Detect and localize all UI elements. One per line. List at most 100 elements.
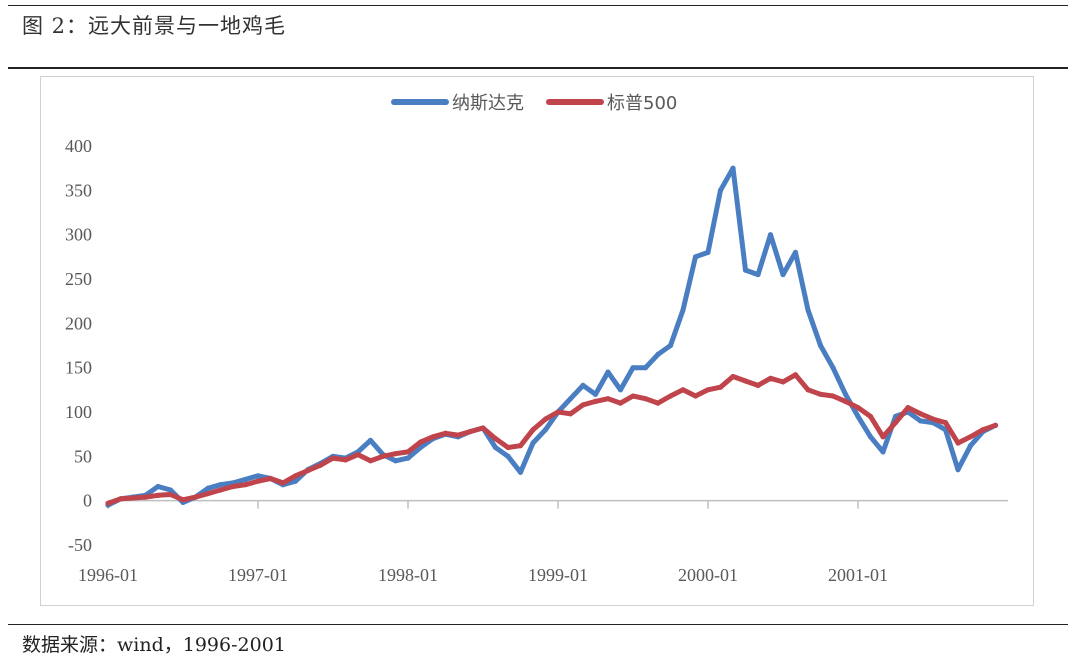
data-point-nasdaq [717,187,724,193]
data-point-nasdaq [692,254,699,260]
data-point-sp500 [967,434,974,440]
y-tick-label: 400 [65,136,92,156]
data-point-nasdaq [967,443,974,449]
data-point-sp500 [380,453,386,459]
data-point-sp500 [105,500,111,506]
data-point-nasdaq [830,365,836,371]
data-point-sp500 [167,491,174,498]
data-point-sp500 [680,387,686,393]
data-point-nasdaq [567,396,574,402]
data-point-sp500 [792,372,799,378]
data-point-nasdaq [292,478,299,484]
data-point-nasdaq [767,232,774,238]
y-tick-label: 350 [65,180,92,200]
data-point-nasdaq [592,391,599,397]
data-point-sp500 [917,411,924,417]
data-point-sp500 [855,404,861,411]
data-point-nasdaq [655,351,661,357]
data-point-sp500 [492,436,499,442]
data-point-nasdaq [917,418,924,424]
data-point-sp500 [705,387,711,393]
data-point-sp500 [930,416,936,422]
data-point-sp500 [880,434,886,440]
data-point-sp500 [905,404,911,411]
data-point-sp500 [780,379,786,385]
y-tick-label: 200 [65,313,92,333]
data-point-sp500 [817,391,824,397]
data-point-sp500 [630,393,636,399]
series-line-nasdaq [105,165,998,508]
data-point-nasdaq [392,458,399,464]
data-point-sp500 [480,425,486,431]
data-point-sp500 [530,427,536,433]
data-point-nasdaq [255,473,261,479]
data-point-sp500 [430,434,436,440]
data-point-nasdaq [217,482,224,488]
data-point-nasdaq [505,453,511,459]
figure-title: 图 2：远大前景与一地鸡毛 [22,14,287,38]
data-point-sp500 [142,494,149,500]
data-point-nasdaq [730,165,736,171]
data-point-sp500 [867,413,874,420]
data-point-nasdaq [955,467,961,473]
x-tick-label: 2001-01 [828,565,888,585]
data-point-sp500 [392,451,399,457]
data-point-sp500 [992,422,999,428]
data-point-sp500 [892,420,899,426]
data-point-sp500 [617,400,624,406]
data-point-sp500 [230,483,236,490]
data-point-nasdaq [242,476,249,482]
data-point-sp500 [117,496,124,502]
data-point-sp500 [192,494,199,500]
data-point-sp500 [242,482,249,488]
y-tick-label: -50 [68,535,92,555]
data-point-nasdaq [680,307,686,313]
data-point-nasdaq [530,440,536,446]
data-point-sp500 [367,458,374,464]
y-tick-label: 250 [65,269,92,289]
data-point-nasdaq [205,485,211,491]
source-note: 数据来源：wind，1996-2001 [22,634,286,656]
data-point-sp500 [292,473,299,479]
data-point-sp500 [755,382,761,388]
data-point-nasdaq [642,365,649,371]
data-point-sp500 [417,439,424,445]
data-point-nasdaq [630,365,636,371]
line-chart: -50 0 50 100 150 200 250 300 350 400 1996-01 1997-0… [65,93,1008,585]
data-point-sp500 [442,430,449,436]
data-point-nasdaq [855,413,861,420]
data-point-sp500 [305,467,311,474]
data-point-sp500 [567,411,574,417]
data-point-sp500 [730,373,736,380]
data-point-nasdaq [792,249,799,255]
data-point-sp500 [580,402,586,408]
data-point-nasdaq [705,249,711,255]
chart-frame: -50 0 50 100 150 200 250 300 350 400 1996-01 1997-0… [40,76,1034,606]
data-point-nasdaq [755,271,761,278]
data-point-sp500 [255,478,261,484]
x-tick-label: 1996-01 [78,565,138,585]
data-point-sp500 [592,398,599,404]
x-tick-label: 1997-01 [228,565,288,585]
data-point-sp500 [717,384,724,390]
header-rule [8,67,1068,69]
data-point-nasdaq [780,271,786,278]
data-point-sp500 [405,449,411,455]
y-tick-label: 150 [65,358,92,378]
data-point-sp500 [767,375,774,381]
data-point-sp500 [130,495,136,501]
data-point-sp500 [830,393,836,399]
data-point-sp500 [467,428,474,435]
data-point-sp500 [542,416,549,422]
data-point-sp500 [217,487,224,493]
data-point-sp500 [692,393,699,399]
data-point-nasdaq [880,449,886,455]
data-point-sp500 [455,432,461,438]
data-point-sp500 [317,462,324,468]
data-point-nasdaq [817,342,824,349]
data-point-sp500 [180,497,186,503]
legend-label-nasdaq: 纳斯达克 [452,93,524,114]
data-point-sp500 [342,457,349,463]
data-point-sp500 [505,444,511,451]
data-point-sp500 [655,400,661,406]
